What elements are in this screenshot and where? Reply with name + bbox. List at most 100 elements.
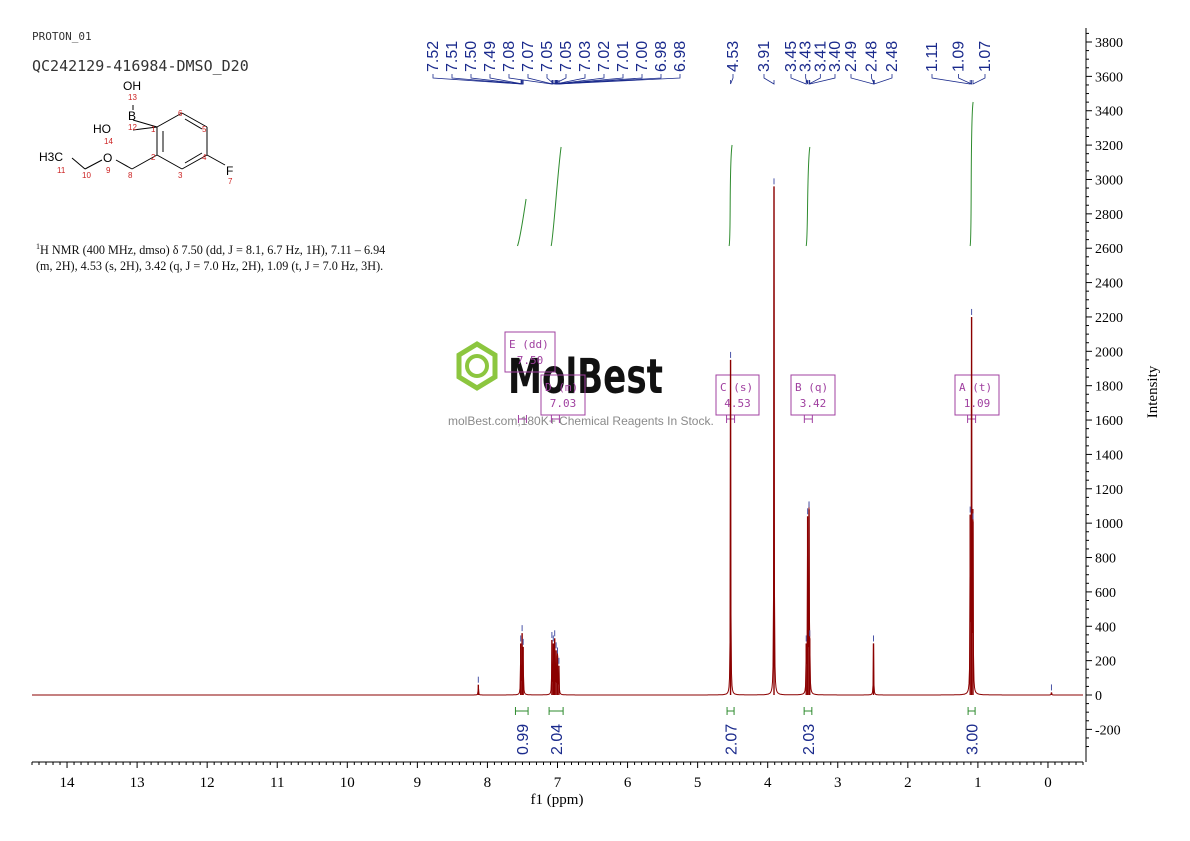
peak-leader <box>553 74 567 85</box>
peak-leader <box>527 74 553 85</box>
y-tick-label: 2600 <box>1095 242 1123 257</box>
atom-oh-top: OH <box>123 79 141 93</box>
multiplet-box <box>504 331 556 373</box>
peak-leader <box>558 74 681 85</box>
peak-leader <box>805 74 809 85</box>
integral-value: 3.00 <box>965 724 982 755</box>
peak-label: 1.07 <box>977 41 994 72</box>
peak-label: 7.07 <box>520 41 537 72</box>
multiplet-box <box>715 374 760 416</box>
peak-label: 7.03 <box>577 41 594 72</box>
peak-label: 7.49 <box>482 41 499 72</box>
peak-label: 1.11 <box>924 42 941 72</box>
atom-number: 12 <box>128 123 137 132</box>
atom-number: 1 <box>151 125 156 134</box>
peak-label: 6.98 <box>653 41 670 72</box>
x-tick-label: 12 <box>200 775 215 791</box>
integral-curve <box>516 198 527 247</box>
atom-number: 3 <box>178 171 183 180</box>
x-tick-label: 2 <box>904 775 912 791</box>
peak-label: 7.05 <box>558 41 575 72</box>
peak-leader <box>763 74 775 85</box>
multiplet-label: C (s) <box>720 381 753 394</box>
integral-curve <box>550 146 562 247</box>
atom-number: 2 <box>151 153 156 162</box>
peak-label: 1.09 <box>951 41 968 72</box>
atom-number: 13 <box>128 93 137 102</box>
x-axis-title: f1 (ppm) <box>531 792 584 808</box>
watermark-tagline: molBest.com,180K+ Chemical Reagents In S… <box>448 414 714 428</box>
integral-curve <box>969 101 974 247</box>
peak-leader <box>555 74 605 85</box>
peak-label: 6.98 <box>672 41 689 72</box>
peak-leader <box>871 74 875 85</box>
multiplet-shift: 7.50 <box>517 354 544 367</box>
x-tick-label: 14 <box>60 775 76 791</box>
nmr-summary: 1H NMR (400 MHz, dmso) δ 7.50 (dd, J = 8… <box>36 239 396 274</box>
integral-curve <box>728 144 733 247</box>
atom-number: 8 <box>128 171 133 180</box>
peak-label: 2.49 <box>843 41 860 72</box>
integral-value: 2.04 <box>549 724 566 755</box>
multiplet-label: B (q) <box>795 381 828 394</box>
y-tick-label: 3200 <box>1095 139 1123 154</box>
peak-leader <box>958 74 972 85</box>
x-tick-label: 6 <box>624 775 632 791</box>
peak-label: 7.51 <box>444 41 461 72</box>
integral-curve <box>805 146 811 247</box>
y-tick-label: 2400 <box>1095 277 1123 292</box>
integral-value: 2.03 <box>801 724 818 755</box>
molecule-structure: OH B HO H3C O F 13 12 14 1 2 3 4 5 6 7 8… <box>39 79 233 186</box>
experiment-name: PROTON_01 <box>32 30 92 43</box>
x-tick-label: 1 <box>974 775 982 791</box>
x-tick-label: 11 <box>270 775 284 791</box>
peak-leader <box>451 74 523 85</box>
multiplet-shift: 4.53 <box>724 397 751 410</box>
y-tick-label: 1200 <box>1095 483 1123 498</box>
multiplet-label: E (dd) <box>509 338 549 351</box>
peak-leader <box>730 74 734 85</box>
peak-leader <box>808 74 821 85</box>
atom-fluorine: F <box>226 164 233 178</box>
multiplet-shift: 7.03 <box>550 397 577 410</box>
peak-label: 3.41 <box>812 41 829 72</box>
atom-methyl: H3C <box>39 150 63 164</box>
nmr-summary-text: H NMR (400 MHz, dmso) δ 7.50 (dd, J = 8.… <box>36 243 386 274</box>
peak-label: 7.01 <box>615 41 632 72</box>
peak-leader <box>432 74 522 85</box>
atom-number: 14 <box>104 137 113 146</box>
molbest-logo-icon <box>456 341 498 391</box>
peak-label: 3.91 <box>756 41 773 72</box>
multiplet-shift: 1.09 <box>964 397 991 410</box>
multiplet-box <box>540 374 586 416</box>
peak-label: 7.05 <box>539 41 556 72</box>
sample-id: QC242129-416984-DMSO_D20 <box>32 57 249 75</box>
atom-number: 7 <box>228 177 233 186</box>
x-tick-label: 8 <box>484 775 492 791</box>
peak-leader <box>809 74 836 85</box>
peak-leader <box>931 74 971 85</box>
x-tick-label: 7 <box>554 775 562 791</box>
atom-boron: B <box>128 109 136 123</box>
y-tick-label: -200 <box>1095 723 1121 738</box>
x-tick-label: 3 <box>834 775 842 791</box>
multiplet-label: D (m) <box>545 381 578 394</box>
integral-value: 0.99 <box>515 724 532 755</box>
peak-label: 7.02 <box>596 41 613 72</box>
nucleus-superscript: 1 <box>36 242 40 251</box>
peak-label: 7.52 <box>425 41 442 72</box>
peak-leader <box>557 74 643 85</box>
x-tick-label: 9 <box>414 775 422 791</box>
y-tick-label: 2200 <box>1095 311 1123 326</box>
y-tick-label: 3600 <box>1095 70 1123 85</box>
peak-label: 7.00 <box>634 41 651 72</box>
y-tick-label: 3400 <box>1095 105 1123 120</box>
y-axis-title: Intensity <box>1145 365 1161 418</box>
y-tick-label: 600 <box>1095 586 1116 601</box>
y-tick-label: 1400 <box>1095 448 1123 463</box>
peak-label: 7.08 <box>501 41 518 72</box>
peak-leader <box>554 74 586 85</box>
x-tick-label: 0 <box>1044 775 1052 791</box>
y-tick-label: 1600 <box>1095 414 1123 429</box>
peak-leader <box>790 74 807 85</box>
